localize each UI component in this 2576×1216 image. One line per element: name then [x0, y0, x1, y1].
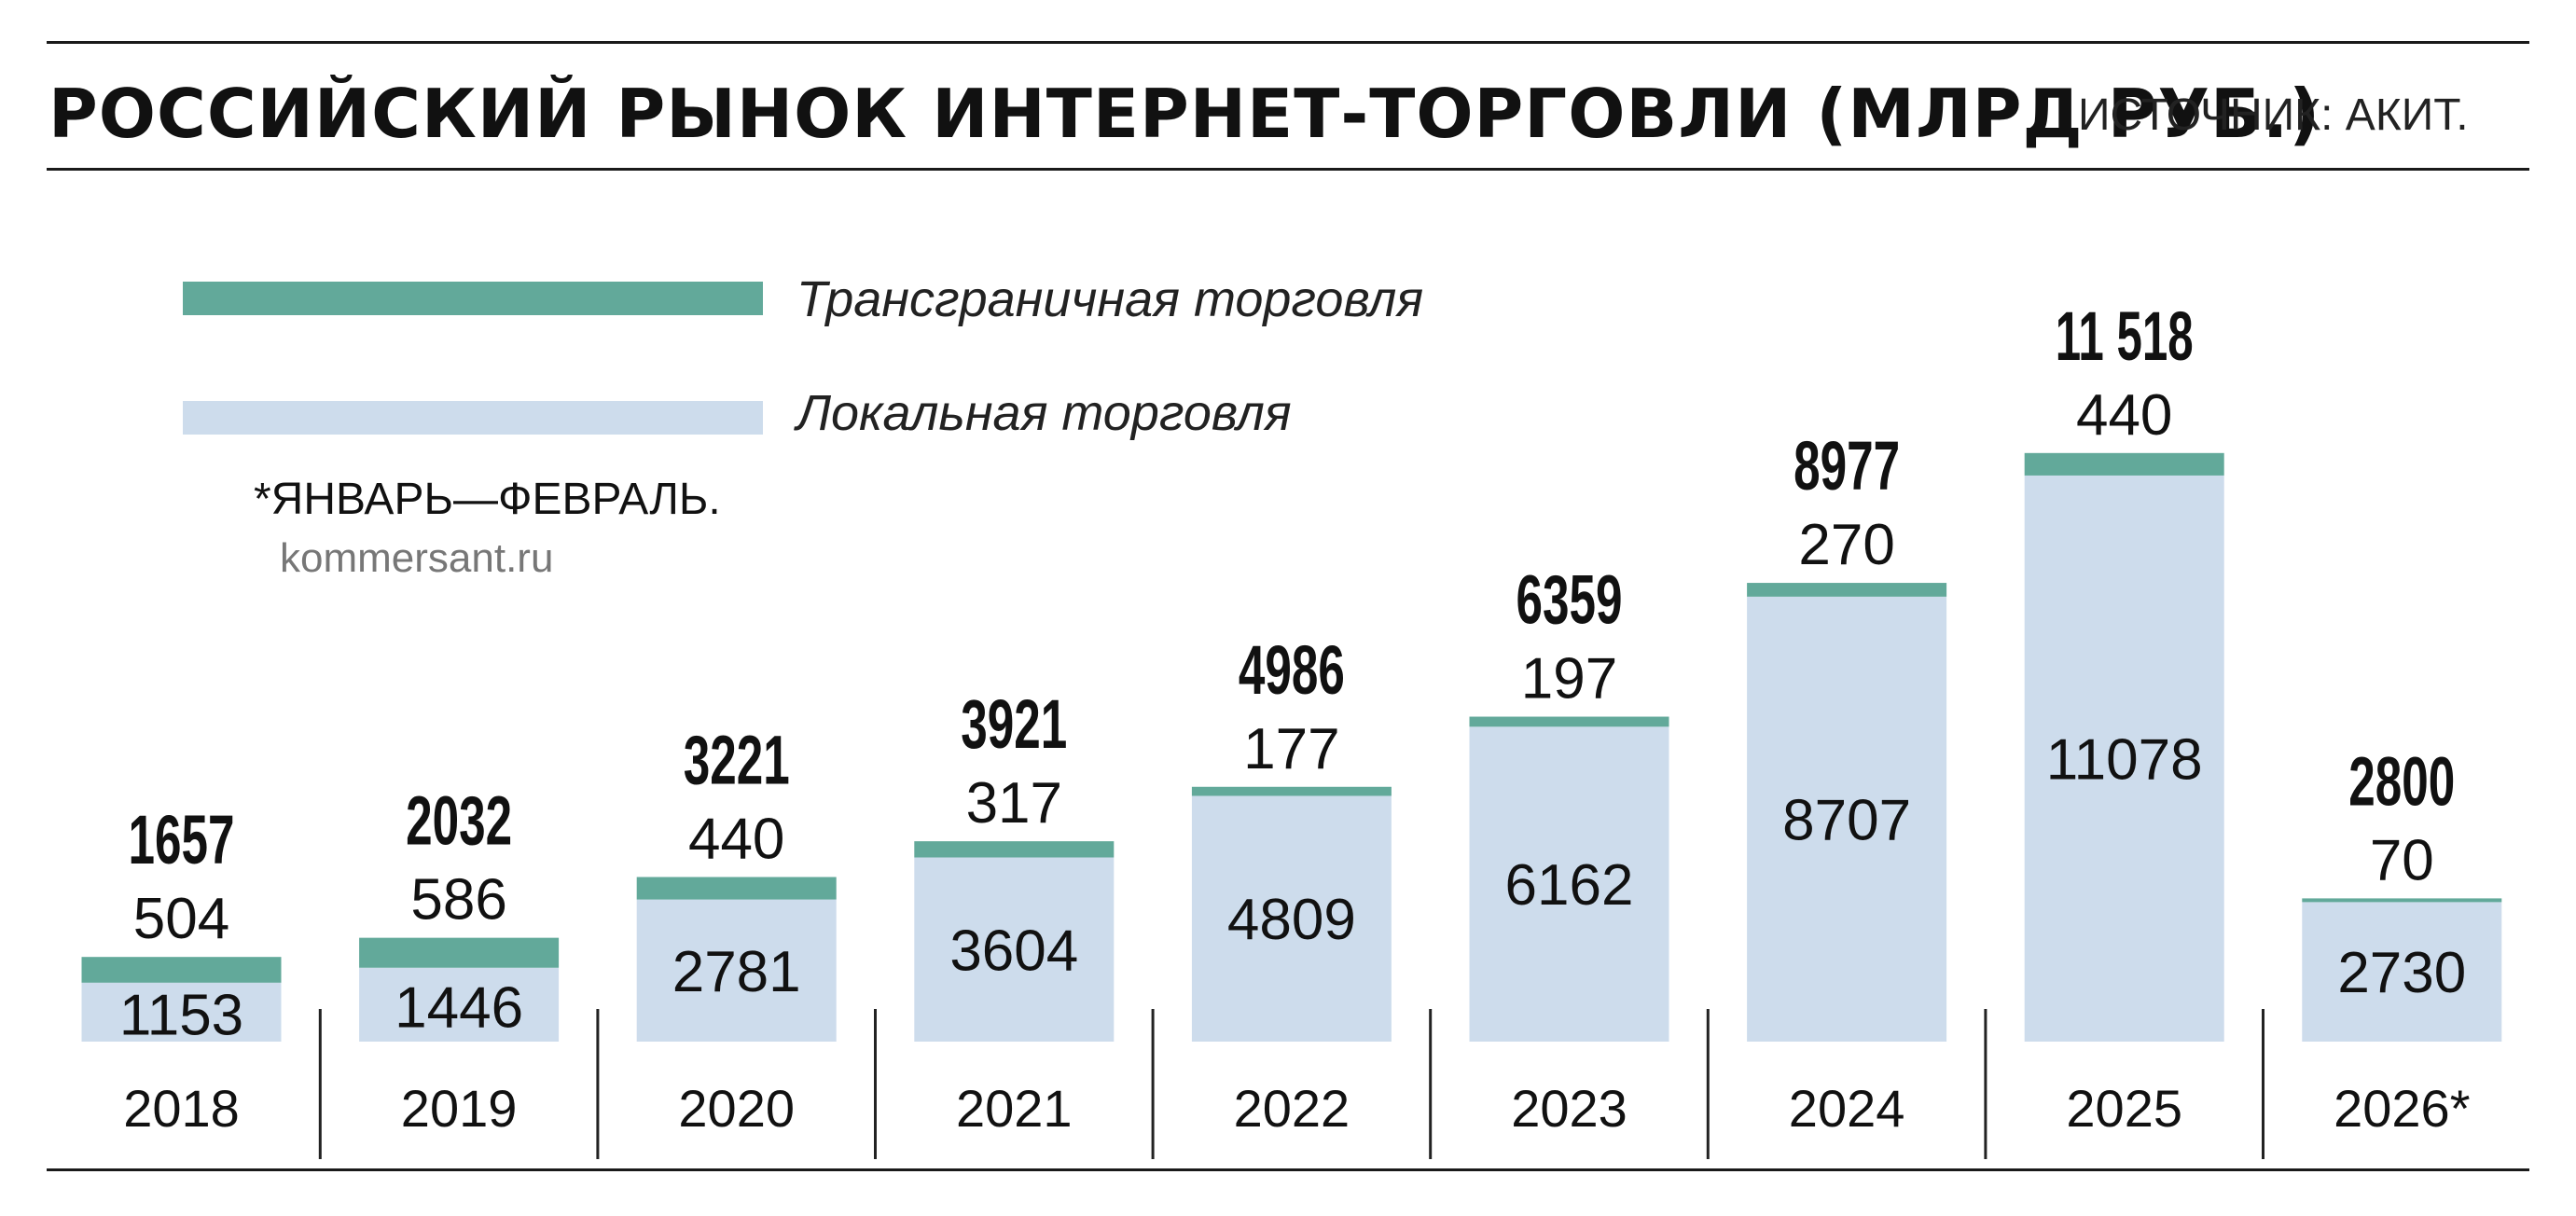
label-local-3: 3604 [949, 919, 1078, 983]
x-tick-label-4: 2022 [1234, 1079, 1350, 1138]
bar-cross-border-6 [1747, 583, 1947, 597]
bar-cross-border-7 [2024, 452, 2224, 476]
legend-swatch-cross-border [183, 282, 763, 315]
bar-local-7 [2024, 475, 2224, 1042]
x-tick-label-1: 2019 [401, 1079, 518, 1138]
label-local-0: 1153 [119, 983, 243, 1047]
label-total-1: 2032 [406, 782, 512, 860]
label-cross-border-6: 270 [1798, 513, 1894, 577]
x-tick-label-6: 2024 [1789, 1079, 1905, 1138]
x-tick-label-2: 2020 [678, 1079, 795, 1138]
label-total-5: 6359 [1517, 561, 1623, 639]
label-total-8: 2800 [2348, 742, 2455, 820]
legend-swatch-local [183, 401, 763, 435]
label-local-4: 4809 [1227, 888, 1356, 952]
bottom-rule [47, 1168, 2529, 1171]
legend-label-cross-border: Трансграничная торговля [796, 271, 1424, 327]
label-cross-border-0: 504 [133, 887, 229, 951]
label-total-6: 8977 [1794, 427, 1900, 504]
chart-title: РОССИЙСКИЙ РЫНОК ИНТЕРНЕТ-ТОРГОВЛИ (МЛРД… [48, 75, 2321, 153]
label-local-5: 6162 [1505, 853, 1634, 918]
x-tick-label-0: 2018 [123, 1079, 240, 1138]
bar-cross-border-1 [359, 937, 560, 968]
legend-label-local: Локальная торговля [796, 385, 1292, 441]
label-total-2: 3221 [684, 721, 790, 798]
bar-cross-border-2 [636, 877, 837, 900]
bar-cross-border-5 [1469, 716, 1669, 727]
label-total-3: 3921 [961, 685, 1067, 763]
bar-local-4 [1191, 795, 1392, 1042]
x-tick-label-7: 2025 [2066, 1079, 2182, 1138]
label-total-7: 11 518 [2056, 297, 2194, 375]
label-local-2: 2781 [672, 940, 801, 1004]
x-tick-label-8: 2026* [2334, 1079, 2470, 1138]
label-cross-border-5: 197 [1521, 647, 1617, 712]
bar-cross-border-4 [1191, 786, 1392, 796]
bar-local-5 [1469, 726, 1669, 1042]
bar-cross-border-0 [81, 957, 282, 983]
source-note: ИСТОЧНИК: АКИТ. [2078, 90, 2469, 140]
bar-local-3 [914, 857, 1115, 1042]
label-local-1: 1446 [395, 975, 523, 1040]
bar-local-8 [2302, 902, 2502, 1042]
bar-local-0 [81, 982, 282, 1042]
top-rule [47, 41, 2529, 44]
label-cross-border-8: 70 [2370, 828, 2434, 892]
bar-local-1 [359, 967, 560, 1042]
label-local-8: 2730 [2337, 941, 2466, 1005]
label-cross-border-3: 317 [966, 771, 1062, 836]
title-rule [47, 168, 2529, 171]
credit: kommersant.ru [280, 535, 554, 581]
label-local-7: 11078 [2046, 727, 2203, 792]
label-total-4: 4986 [1239, 631, 1345, 709]
label-total-0: 1657 [129, 801, 235, 878]
x-tick-label-5: 2023 [1511, 1079, 1627, 1138]
label-local-6: 8707 [1782, 788, 1911, 852]
label-cross-border-7: 440 [2076, 383, 2172, 448]
x-tick-label-3: 2021 [956, 1079, 1073, 1138]
label-cross-border-2: 440 [688, 807, 784, 871]
bar-cross-border-8 [2302, 898, 2502, 903]
bar-local-6 [1747, 596, 1947, 1042]
footnote: *ЯНВАРЬ—ФЕВРАЛЬ. [254, 475, 721, 524]
label-cross-border-4: 177 [1243, 717, 1339, 781]
bar-local-2 [636, 899, 837, 1042]
bar-cross-border-3 [914, 841, 1115, 858]
label-cross-border-1: 586 [410, 868, 506, 933]
